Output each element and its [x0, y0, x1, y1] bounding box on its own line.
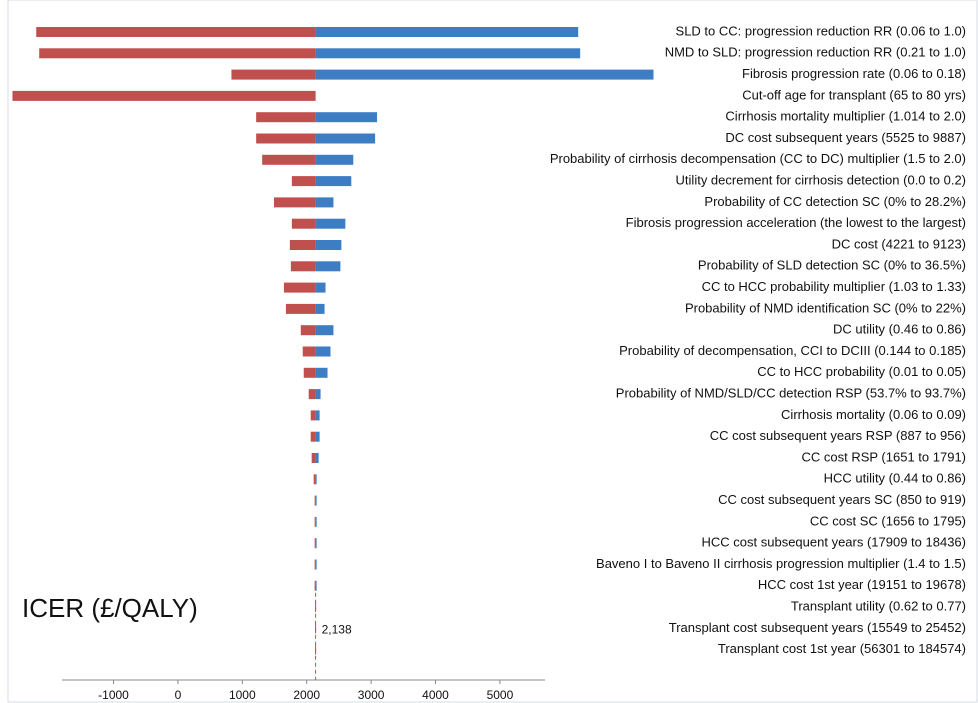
- bar: [315, 538, 317, 549]
- category-label: Fibrosis progression acceleration (the l…: [626, 215, 966, 230]
- bar: [315, 133, 376, 144]
- category-label: Probability of CC detection SC (0% to 28…: [704, 194, 966, 209]
- category-label: DC cost subsequent years (5525 to 9887): [725, 130, 966, 145]
- bar: [315, 367, 328, 378]
- category-label: Cirrhosis mortality multiplier (1.014 to…: [725, 109, 966, 124]
- category-label: DC utility (0.46 to 0.86): [833, 322, 966, 337]
- bar: [291, 176, 316, 187]
- category-label: Cut-off age for transplant (65 to 80 yrs…: [742, 87, 966, 102]
- bar: [311, 453, 316, 463]
- category-label: Transplant cost subsequent years (15549 …: [669, 620, 966, 635]
- bar: [12, 90, 316, 101]
- bar: [283, 282, 316, 293]
- frame: [7, 0, 978, 703]
- category-label: Utility decrement for cirrhosis detectio…: [676, 173, 966, 188]
- bar: [310, 431, 316, 442]
- bar: [303, 367, 316, 378]
- bar: [285, 303, 316, 314]
- base-label: 2,138: [322, 623, 352, 637]
- category-label: Fibrosis progression rate (0.06 to 0.18): [742, 66, 966, 81]
- bar: [315, 112, 378, 123]
- bar: [300, 325, 316, 336]
- category-label: CC to HCC probability (0.01 to 0.05): [757, 364, 966, 379]
- category-label: Cirrhosis mortality (0.06 to 0.09): [781, 407, 966, 422]
- bar: [36, 27, 316, 37]
- x-tick-label: 3000: [358, 688, 385, 702]
- x-tick-label: 0: [175, 688, 182, 702]
- category-label: CC cost RSP (1651 to 1791): [801, 449, 966, 464]
- category-label: Transplant utility (0.62 to 0.77): [791, 599, 966, 614]
- bar: [315, 48, 581, 59]
- bar: [315, 516, 317, 527]
- category-label: Transplant cost 1st year (56301 to 18457…: [718, 641, 966, 656]
- bar: [302, 346, 316, 357]
- category-label: Probability of decompensation, CCI to DC…: [619, 343, 966, 358]
- x-tick-label: -1000: [98, 688, 129, 702]
- bar: [291, 218, 316, 229]
- category-label: CC cost subsequent years RSP (887 to 956…: [710, 428, 966, 443]
- bar: [262, 154, 316, 165]
- category-label: HCC utility (0.44 to 0.86): [824, 471, 966, 486]
- x-axis-label: ICER (£/QALY): [22, 593, 198, 623]
- bar: [315, 389, 321, 400]
- bar: [315, 69, 654, 80]
- bar: [231, 69, 316, 80]
- bar: [315, 559, 317, 570]
- bar: [314, 516, 316, 527]
- category-label: SLD to CC: progression reduction RR (0.0…: [676, 23, 966, 38]
- bar: [310, 410, 316, 421]
- category-label: CC cost subsequent years SC (850 to 919): [718, 492, 966, 507]
- x-tick-label: 2000: [293, 688, 320, 702]
- bar: [39, 48, 316, 59]
- bar: [315, 474, 317, 485]
- bar: [314, 538, 316, 549]
- x-tick-label: 1000: [229, 688, 256, 702]
- category-label: HCC cost subsequent years (17909 to 1843…: [702, 535, 967, 550]
- bar: [315, 410, 320, 421]
- bar: [313, 474, 316, 485]
- category-label: DC cost (4221 to 9123): [832, 236, 966, 251]
- bar: [315, 453, 319, 463]
- category-label: NMD to SLD: progression reduction RR (0.…: [665, 45, 966, 60]
- category-label: Probability of SLD detection SC (0% to 3…: [698, 258, 966, 273]
- bar: [315, 325, 334, 336]
- bar: [315, 303, 325, 314]
- bar: [315, 240, 342, 250]
- category-label: CC to HCC probability multiplier (1.03 t…: [702, 279, 966, 294]
- bar: [315, 282, 326, 293]
- bar: [315, 495, 317, 506]
- bar: [315, 218, 346, 229]
- bar: [315, 346, 331, 357]
- bar: [290, 261, 316, 272]
- x-tick-label: 5000: [487, 688, 514, 702]
- bar: [308, 389, 316, 400]
- bar: [274, 197, 316, 208]
- bar: [256, 133, 316, 144]
- bar: [314, 495, 316, 506]
- category-label: CC cost SC (1656 to 1795): [810, 513, 966, 528]
- bar: [315, 431, 320, 442]
- bar: [314, 559, 316, 570]
- category-label: Baveno I to Baveno II cirrhosis progress…: [596, 556, 966, 571]
- bar: [315, 27, 579, 37]
- bar: [315, 176, 352, 187]
- bar: [315, 197, 334, 208]
- bar: [256, 112, 316, 123]
- category-label: Probability of NMD identification SC (0%…: [685, 300, 966, 315]
- category-label: HCC cost 1st year (19151 to 19678): [758, 577, 966, 592]
- x-tick-label: 4000: [422, 688, 449, 702]
- category-label: Probability of NMD/SLD/CC detection RSP …: [616, 386, 966, 401]
- bar: [315, 261, 341, 272]
- category-label: Probability of cirrhosis decompensation …: [550, 151, 966, 166]
- bar: [289, 240, 316, 250]
- bar: [315, 154, 354, 165]
